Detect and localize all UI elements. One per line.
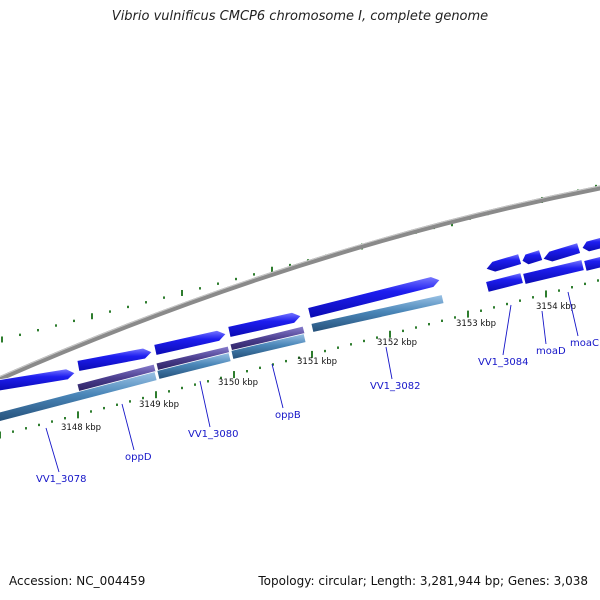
gene-leader-line xyxy=(271,363,284,409)
gene-arrow xyxy=(307,276,441,319)
cds-band xyxy=(156,352,232,380)
gene-label: oppD xyxy=(125,452,152,463)
tick-label: 3151 kbp xyxy=(297,357,337,367)
gene-leader-line xyxy=(385,346,393,380)
operon-segment xyxy=(229,325,306,353)
tick-label: 3153 kbp xyxy=(456,319,496,329)
gene-label: VV1_3080 xyxy=(188,429,239,440)
gene-label: VV1_3084 xyxy=(478,357,529,368)
gene-label: oppB xyxy=(275,410,301,421)
tick-label: 3150 kbp xyxy=(218,378,258,388)
map-title: Vibrio vulnificus CMCP6 chromosome I, co… xyxy=(111,9,489,24)
gene-arrow xyxy=(153,329,227,356)
accession-text: Accession: NC_004459 xyxy=(9,574,146,588)
gene-leader-line xyxy=(567,291,579,337)
gene-leader-line xyxy=(541,310,547,345)
gene-arrow xyxy=(227,311,302,338)
gene-arrow xyxy=(76,347,153,372)
gene-leader-line xyxy=(502,304,512,356)
gene-label: moaC xyxy=(570,338,599,349)
cds-band xyxy=(310,294,445,333)
gene-label: VV1_3078 xyxy=(36,474,87,485)
gene-arrow xyxy=(583,256,600,272)
gene-arrow xyxy=(581,237,600,253)
gene-leader-line xyxy=(121,403,135,451)
gene-arrow xyxy=(485,272,524,293)
genome-summary-text: Topology: circular; Length: 3,281,944 bp… xyxy=(258,574,588,588)
gene-label: VV1_3082 xyxy=(370,381,421,392)
operon-segment xyxy=(76,363,157,393)
gene-label: moaD xyxy=(536,346,566,357)
gene-arrow xyxy=(542,242,582,263)
tick-label: 3152 kbp xyxy=(377,338,417,348)
operon-segment xyxy=(155,345,231,372)
cds-band xyxy=(0,371,158,422)
gene-leader-line xyxy=(199,380,211,428)
gene-leader-line xyxy=(45,427,60,473)
gene-arrow xyxy=(521,249,544,266)
chromosome-backbone xyxy=(0,185,600,382)
tick-label: 3148 kbp xyxy=(61,423,101,433)
tick-label: 3154 kbp xyxy=(536,302,576,312)
gene-arrow xyxy=(522,259,585,285)
gene-arrow xyxy=(485,253,523,273)
gene-arrow xyxy=(0,368,76,392)
tick-label: 3149 kbp xyxy=(139,400,179,410)
cds-band xyxy=(230,333,307,360)
